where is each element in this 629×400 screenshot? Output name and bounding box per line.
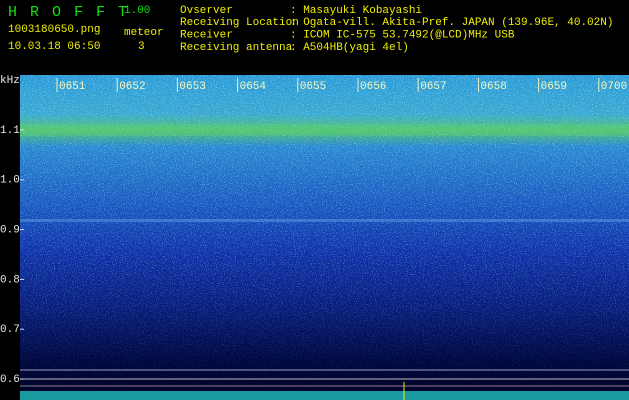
- info-label: Receiving Location: [180, 17, 299, 29]
- axis-panel: [0, 75, 20, 400]
- signal-line: [20, 219, 629, 222]
- info-label: Receiver: [180, 30, 233, 42]
- signal-band: [20, 124, 629, 136]
- freq-label: 1.1: [0, 125, 20, 137]
- info-value: : Ogata-vill. Akita-Pref. JAPAN (139.96E…: [290, 17, 613, 29]
- time-label: 0655: [300, 81, 326, 93]
- unit-label: kHz: [0, 75, 20, 87]
- time-label: 0700: [601, 81, 627, 93]
- info-label: Receiving antenna: [180, 42, 293, 54]
- time-label: 0654: [240, 81, 267, 93]
- spectrogram-noise: [20, 75, 629, 400]
- time-label: 0658: [480, 81, 506, 93]
- version: 1.00: [124, 5, 150, 17]
- freq-label: 0.7: [0, 324, 20, 336]
- info-value: : ICOM IC-575 53.7492(@LCD)MHz USB: [290, 30, 515, 42]
- info-label: Ovserver: [180, 5, 233, 17]
- time-label: 0656: [360, 81, 386, 93]
- time-label: 0657: [420, 81, 446, 93]
- info-value: : A504HB(yagi 4el): [290, 42, 409, 54]
- time-label: 0651: [59, 81, 86, 93]
- freq-label: 0.8: [0, 274, 20, 286]
- freq-label: 1.0: [0, 175, 20, 187]
- time-label: 0652: [119, 81, 145, 93]
- datetime: 10.03.18 06:50: [8, 41, 100, 53]
- info-value: : Masayuki Kobayashi: [290, 5, 422, 17]
- time-label: 0653: [179, 81, 205, 93]
- file-name: 1003180650.png: [8, 24, 100, 36]
- meteor-label: meteor: [124, 27, 164, 39]
- freq-label: 0.6: [0, 374, 20, 386]
- meteor-count: 3: [138, 41, 145, 53]
- app-title: H R O F F T: [8, 4, 129, 21]
- freq-label: 0.9: [0, 225, 20, 237]
- time-label: 0659: [541, 81, 567, 93]
- meteor-trace: [20, 391, 629, 400]
